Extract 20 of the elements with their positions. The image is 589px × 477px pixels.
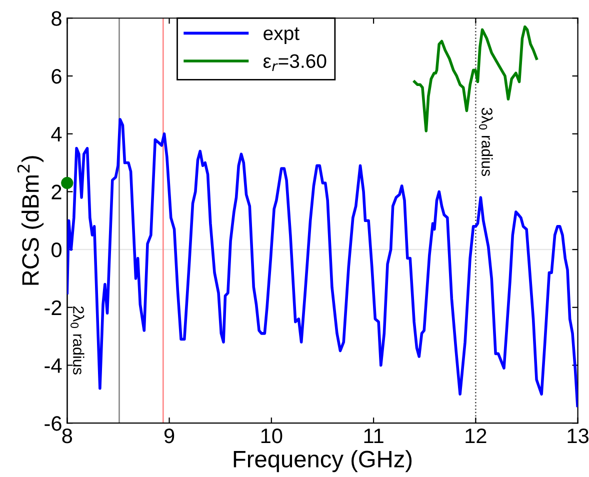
x-tick-label: 10	[261, 428, 282, 444]
y-tick-label: 8	[52, 11, 62, 26]
y-tick-label: 2	[52, 184, 62, 200]
y-tick-label: 4	[51, 127, 62, 142]
x-axis-title: Frequency (GHz)	[234, 450, 412, 472]
legend-label: ε$_{r}$=3.60	[263, 54, 326, 71]
y-axis-title: RCS (dBm$^{2}$)	[17, 156, 44, 285]
x-tick-label: 13	[568, 428, 588, 444]
x-tick-label: 9	[164, 428, 174, 444]
legend-label: expt	[264, 27, 300, 44]
ref-line-label: 3λ$_{0}$ radius	[479, 108, 493, 176]
x-tick-label: 12	[466, 428, 486, 444]
y-tick-label: 0	[52, 242, 62, 258]
y-tick-label: 6	[52, 68, 62, 84]
x-tick-label: 8	[62, 428, 72, 444]
y-tick-label: -2	[44, 300, 62, 315]
y-tick-label: -6	[44, 416, 62, 431]
y-tick-label: -4	[44, 358, 62, 373]
ref-line-label: 2λ$_{0}$ radius	[70, 306, 84, 374]
x-tick-label: 11	[364, 428, 384, 444]
